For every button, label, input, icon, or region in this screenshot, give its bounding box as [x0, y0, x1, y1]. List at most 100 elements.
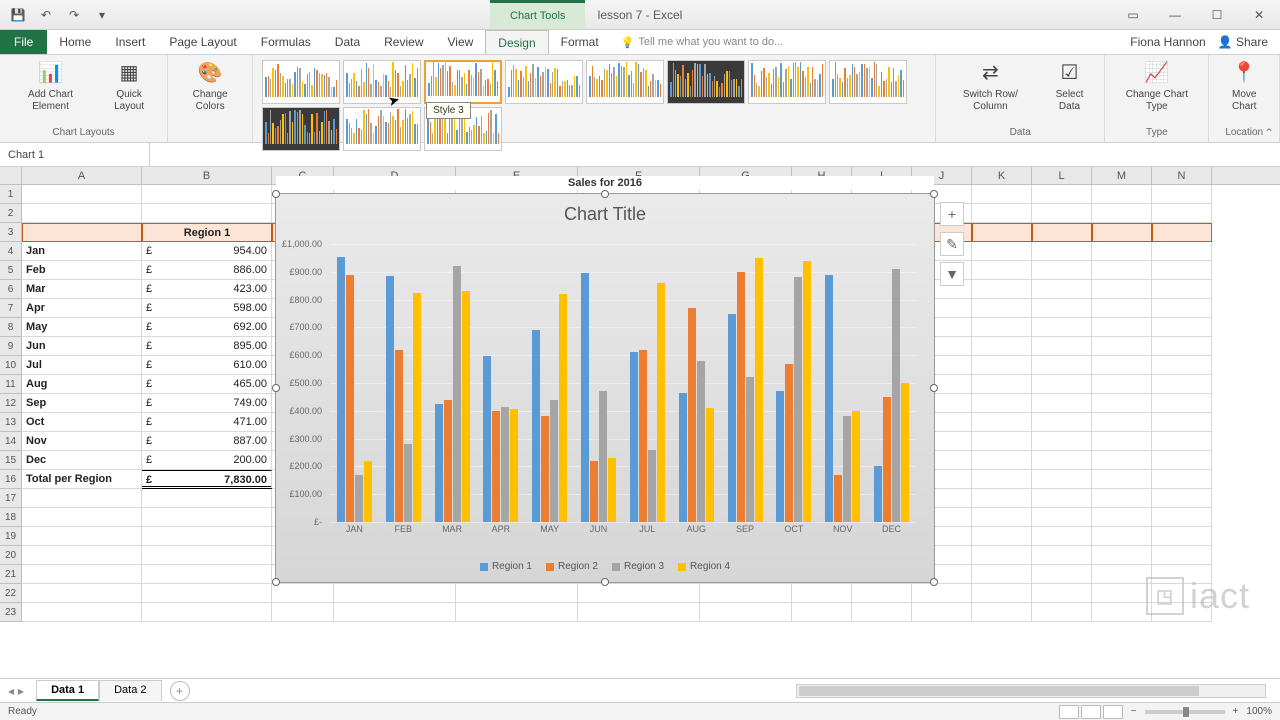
chart-bar[interactable]	[688, 308, 696, 522]
sheet-nav[interactable]: ◂ ▸	[8, 684, 24, 698]
chart-bar[interactable]	[395, 350, 403, 522]
cell[interactable]	[1152, 299, 1212, 318]
cell[interactable]	[1152, 375, 1212, 394]
cell[interactable]	[1092, 413, 1152, 432]
new-sheet-button[interactable]: +	[170, 681, 190, 701]
chart-style-thumbnail[interactable]	[343, 107, 421, 151]
chart-bar[interactable]	[728, 314, 736, 522]
cell[interactable]	[1092, 432, 1152, 451]
cell[interactable]	[142, 489, 272, 508]
cell[interactable]	[1152, 508, 1212, 527]
cell[interactable]	[1092, 261, 1152, 280]
cell[interactable]	[1092, 394, 1152, 413]
cell[interactable]: £471.00	[142, 413, 272, 432]
cell[interactable]	[972, 223, 1032, 242]
cell[interactable]	[1032, 337, 1092, 356]
cell[interactable]	[142, 565, 272, 584]
embedded-chart[interactable]: Sales for 2016 Chart Title £1,000.00£900…	[275, 193, 935, 583]
cell[interactable]	[1152, 470, 1212, 489]
chart-style-thumbnail[interactable]	[586, 60, 664, 104]
row-header[interactable]: 3	[0, 223, 22, 242]
cell[interactable]	[972, 356, 1032, 375]
change-chart-type-button[interactable]: 📈 Change Chart Type	[1111, 57, 1202, 127]
column-header[interactable]: A	[22, 167, 142, 184]
cell[interactable]	[22, 584, 142, 603]
cell[interactable]	[912, 603, 972, 622]
cell[interactable]	[1152, 432, 1212, 451]
cell[interactable]	[1032, 204, 1092, 223]
chart-bar[interactable]	[492, 411, 500, 522]
cell[interactable]	[700, 584, 792, 603]
tab-format[interactable]: Format	[549, 30, 611, 54]
cell[interactable]	[1032, 280, 1092, 299]
close-button[interactable]: ✕	[1238, 0, 1280, 30]
cell[interactable]	[1152, 204, 1212, 223]
cell[interactable]	[1032, 394, 1092, 413]
cell[interactable]	[852, 603, 912, 622]
chart-styles-button[interactable]: ✎	[940, 232, 964, 256]
chart-bar[interactable]	[834, 475, 842, 522]
legend-item[interactable]: Region 2	[546, 561, 598, 572]
cell[interactable]	[912, 584, 972, 603]
chart-bar[interactable]	[337, 257, 345, 522]
cell[interactable]	[1092, 470, 1152, 489]
cell[interactable]	[1092, 508, 1152, 527]
zoom-level[interactable]: 100%	[1246, 706, 1272, 717]
cell[interactable]	[22, 489, 142, 508]
normal-view-button[interactable]	[1059, 705, 1079, 719]
tab-review[interactable]: Review	[372, 30, 435, 54]
chart-bar[interactable]	[697, 361, 705, 522]
row-header[interactable]: 19	[0, 527, 22, 546]
row-header[interactable]: 12	[0, 394, 22, 413]
cell[interactable]	[142, 508, 272, 527]
cell[interactable]	[1092, 318, 1152, 337]
cell[interactable]	[1032, 299, 1092, 318]
chart-style-thumbnail[interactable]	[343, 60, 421, 104]
collapse-ribbon-icon[interactable]: ⌃	[1264, 126, 1274, 140]
cell[interactable]	[1032, 185, 1092, 204]
cell[interactable]	[22, 603, 142, 622]
cell[interactable]: Dec	[22, 451, 142, 470]
cell[interactable]	[972, 394, 1032, 413]
cell[interactable]	[22, 546, 142, 565]
cell[interactable]	[792, 584, 852, 603]
cell[interactable]: £954.00	[142, 242, 272, 261]
chart-styles-gallery[interactable]: Style 3	[259, 57, 929, 154]
resize-handle[interactable]	[930, 384, 938, 392]
row-header[interactable]: 2	[0, 204, 22, 223]
cell[interactable]	[1032, 413, 1092, 432]
cell[interactable]	[1152, 356, 1212, 375]
legend-item[interactable]: Region 1	[480, 561, 532, 572]
chart-bar[interactable]	[453, 266, 461, 522]
chart-bar[interactable]	[444, 400, 452, 522]
cell[interactable]	[578, 584, 700, 603]
cell[interactable]	[142, 584, 272, 603]
zoom-out-button[interactable]: −	[1131, 706, 1137, 717]
cell[interactable]	[142, 527, 272, 546]
cell[interactable]	[972, 261, 1032, 280]
worksheet-grid[interactable]: ABCDEFGHIJKLMN 123Region 14Jan£954.005Fe…	[0, 167, 1280, 657]
cell[interactable]: £7,830.00	[142, 470, 272, 489]
cell[interactable]	[1152, 546, 1212, 565]
chart-bar[interactable]	[346, 275, 354, 522]
cell[interactable]: £749.00	[142, 394, 272, 413]
chart-bar[interactable]	[892, 269, 900, 522]
cell[interactable]	[1152, 527, 1212, 546]
cell[interactable]: Sep	[22, 394, 142, 413]
tab-insert[interactable]: Insert	[103, 30, 157, 54]
cell[interactable]	[1152, 185, 1212, 204]
cell[interactable]	[1032, 356, 1092, 375]
column-header[interactable]: M	[1092, 167, 1152, 184]
resize-handle[interactable]	[601, 578, 609, 586]
row-header[interactable]: 21	[0, 565, 22, 584]
cell[interactable]	[1092, 375, 1152, 394]
cell[interactable]	[1032, 508, 1092, 527]
chart-bar[interactable]	[706, 408, 714, 522]
chart-bar[interactable]	[901, 383, 909, 522]
row-header[interactable]: 8	[0, 318, 22, 337]
cell[interactable]	[1092, 451, 1152, 470]
cell[interactable]	[1092, 280, 1152, 299]
tell-me-search[interactable]: 💡 Tell me what you want to do...	[621, 30, 784, 54]
cell[interactable]	[1152, 280, 1212, 299]
cell[interactable]: May	[22, 318, 142, 337]
